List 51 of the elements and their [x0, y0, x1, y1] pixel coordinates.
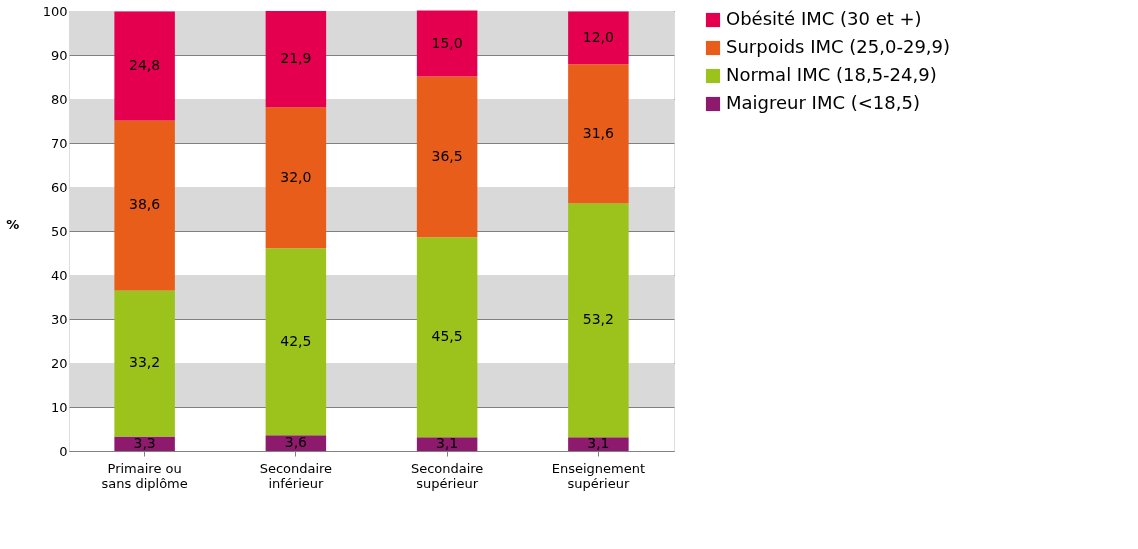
y-axis-title: % — [6, 216, 20, 232]
y-tick-label: 80 — [50, 91, 68, 107]
y-tick-label: 20 — [50, 355, 68, 371]
bar — [416, 10, 478, 77]
y-tick-label: 0 — [59, 443, 68, 459]
data-label: 3,3 — [133, 434, 156, 451]
data-label: 31,6 — [582, 124, 615, 141]
bar — [416, 76, 478, 238]
y-tick-label: 90 — [50, 47, 68, 63]
legend-label: Obésité IMC (30 et +) — [726, 8, 922, 29]
bar — [114, 436, 175, 451]
bar — [416, 237, 478, 438]
x-tick-label: Secondaire supérieur — [410, 460, 484, 491]
data-label: 21,9 — [280, 50, 312, 67]
legend-label: Normal IMC (18,5-24,9) — [726, 64, 937, 85]
bar — [568, 437, 629, 451]
y-tick-label: 30 — [50, 311, 68, 327]
legend-label: Maigreur IMC (<18,5) — [726, 92, 920, 113]
y-tick-label: 60 — [50, 179, 68, 195]
bar — [416, 437, 478, 451]
bar — [265, 248, 327, 436]
bar — [114, 290, 175, 437]
data-label: 12,0 — [582, 28, 614, 45]
y-tick-label: 40 — [50, 267, 68, 283]
bar — [114, 11, 175, 121]
y-tick-label: 50 — [50, 223, 68, 239]
legend-label: Surpoids IMC (25,0-29,9) — [726, 36, 951, 57]
data-label: 15,0 — [431, 34, 463, 51]
data-label: 3,1 — [587, 435, 610, 452]
data-label: 3,1 — [435, 435, 459, 452]
x-tick-label: Secondaire inférieur — [259, 460, 333, 491]
bar — [568, 11, 629, 65]
data-label: 32,0 — [280, 168, 312, 185]
x-tick-label: Enseignement supérieur — [551, 460, 646, 491]
y-tick-label: 70 — [50, 135, 68, 151]
data-label: 53,2 — [582, 311, 614, 328]
y-tick-label: 100 — [42, 3, 68, 19]
data-label: 3,6 — [284, 434, 308, 451]
bar — [568, 64, 629, 204]
data-label: 24,8 — [129, 57, 161, 73]
data-label: 38,6 — [129, 196, 161, 213]
bar — [265, 11, 327, 108]
data-label: 45,5 — [431, 328, 463, 345]
bar — [265, 107, 327, 249]
bar — [114, 120, 175, 291]
data-label: 42,5 — [280, 332, 312, 349]
y-tick-label: 10 — [50, 399, 68, 415]
data-label: 33,2 — [129, 354, 161, 371]
x-tick-label: Primaire ou sans diplôme — [101, 460, 188, 491]
data-label: 36,5 — [431, 147, 463, 164]
bar — [568, 203, 629, 438]
